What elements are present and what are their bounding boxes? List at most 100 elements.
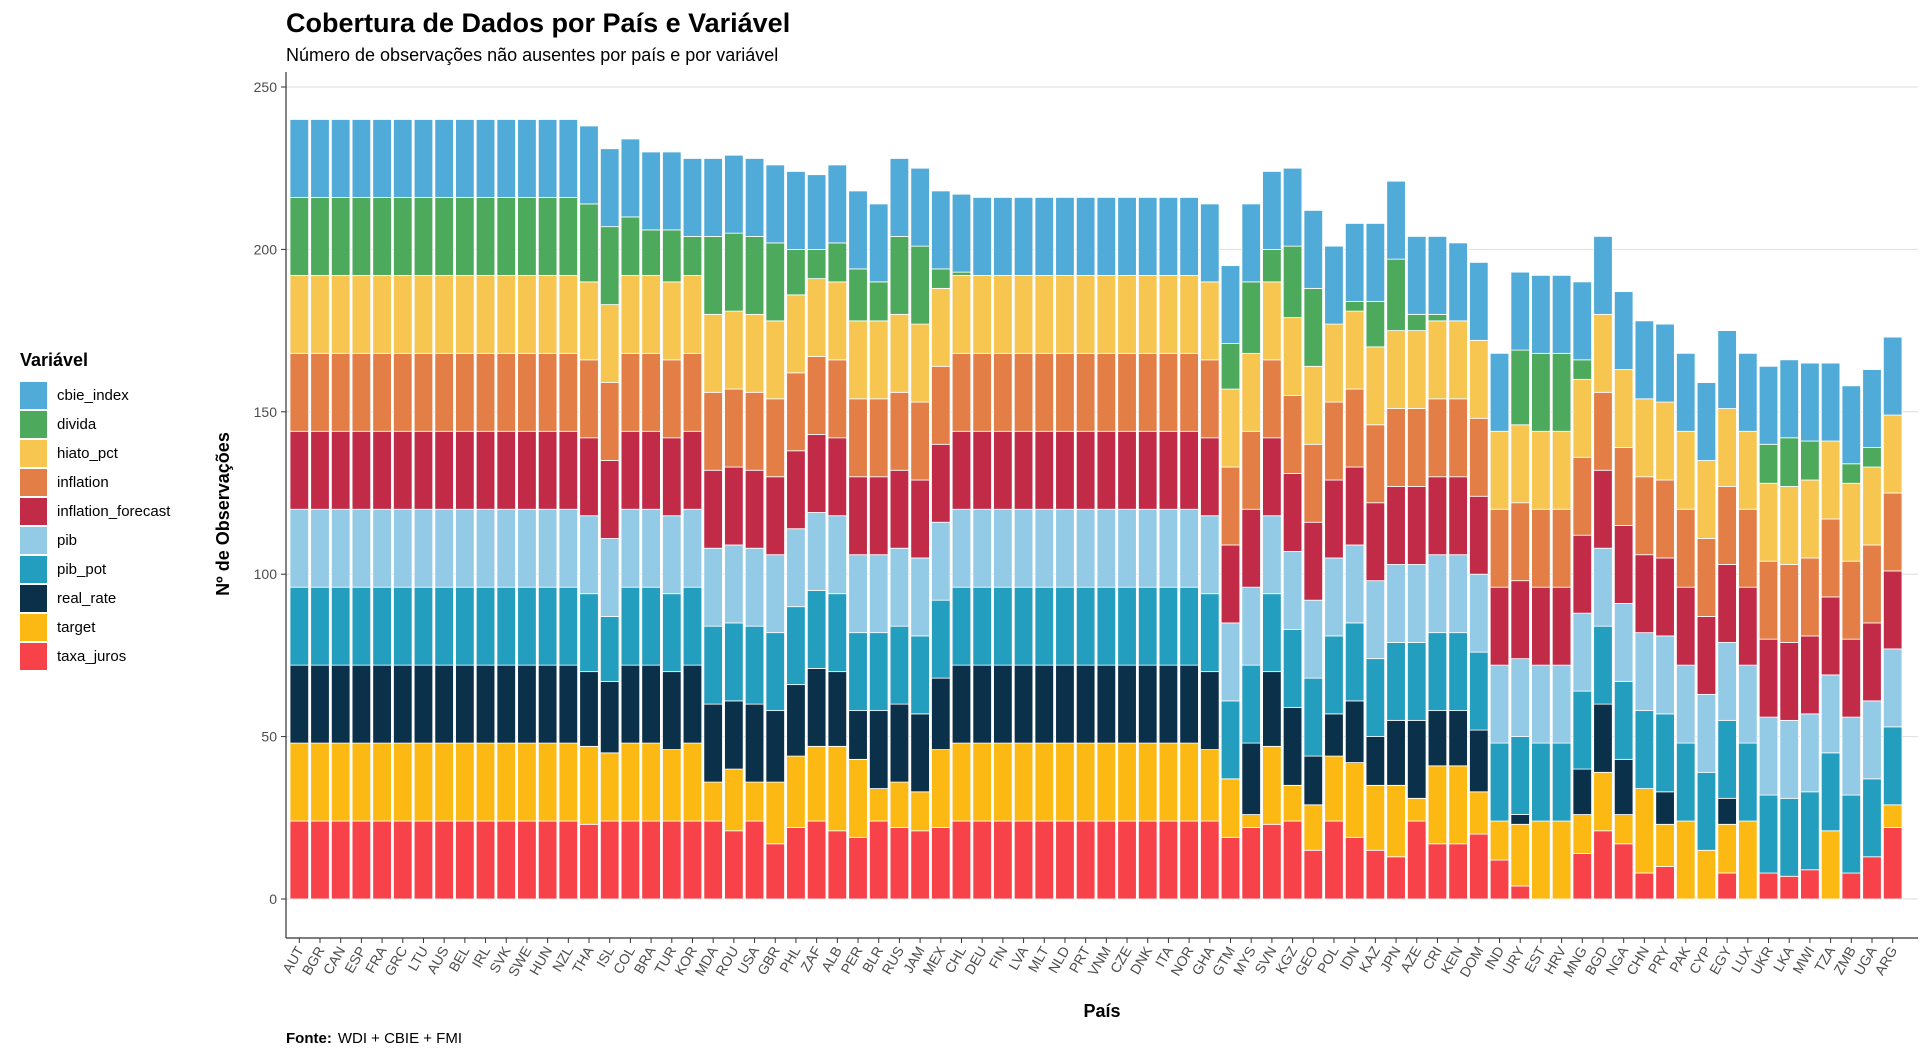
bar-segment-pib-ESP bbox=[351, 508, 372, 588]
bar-segment-taxa_juros-JAM bbox=[910, 830, 930, 900]
bar-segment-inflation-POL bbox=[1324, 401, 1344, 481]
bar-segment-target-GHA bbox=[1200, 749, 1220, 822]
bar-segment-inflation_forecast-KEN bbox=[1448, 476, 1468, 556]
bar-segment-taxa_juros-UKR bbox=[1758, 872, 1779, 900]
bar-segment-target-KEN bbox=[1448, 765, 1468, 845]
bar-segment-pib_pot-MLT bbox=[1034, 586, 1054, 666]
x-tick-label-AUS: AUS bbox=[424, 944, 452, 977]
y-tick-label: 50 bbox=[261, 729, 277, 745]
bar-segment-cbie_index-EST bbox=[1531, 274, 1551, 354]
legend-item-cbie_index: cbie_index bbox=[20, 381, 170, 410]
bar-segment-divida-USA bbox=[744, 236, 765, 315]
bar-segment-hiato_pct-EGY bbox=[1717, 408, 1737, 487]
bar-segment-hiato_pct-EST bbox=[1531, 430, 1551, 510]
bar-segment-pib_pot-BGD bbox=[1593, 625, 1613, 705]
bar-segment-pib-GHA bbox=[1200, 515, 1220, 595]
bar-segment-pib_pot-PRT bbox=[1075, 586, 1096, 666]
bar-segment-inflation-KEN bbox=[1448, 398, 1468, 478]
bar-segment-real_rate-SVN bbox=[1262, 671, 1282, 747]
legend-item-hiato_pct: hiato_pct bbox=[20, 439, 170, 468]
bar-segment-target-JPN bbox=[1386, 784, 1406, 858]
bar-segment-taxa_juros-DOM bbox=[1469, 833, 1489, 900]
bar-segment-real_rate-ITA bbox=[1158, 664, 1179, 744]
bar-segment-inflation_forecast-UGA bbox=[1862, 622, 1882, 702]
bar-segment-taxa_juros-MNG bbox=[1572, 853, 1592, 900]
bar-segment-inflation_forecast-ESP bbox=[351, 430, 372, 510]
bar-segment-pib-TZA bbox=[1820, 674, 1841, 754]
bar-segment-hiato_pct-BGD bbox=[1593, 313, 1613, 393]
bar-segment-hiato_pct-MWI bbox=[1800, 479, 1820, 559]
bar-segment-taxa_juros-POL bbox=[1324, 820, 1344, 900]
bar-segment-taxa_juros-IRL bbox=[475, 820, 496, 900]
bar-segment-taxa_juros-CZE bbox=[1117, 820, 1137, 900]
bar-segment-pib-AUS bbox=[434, 508, 454, 588]
bar-segment-taxa_juros-MLT bbox=[1034, 820, 1054, 900]
bar-segment-taxa_juros-NLD bbox=[1055, 820, 1075, 900]
y-tick-label: 100 bbox=[254, 566, 278, 582]
bar-segment-real_rate-EGY bbox=[1717, 797, 1737, 825]
bar-segment-inflation_forecast-URY bbox=[1510, 580, 1530, 660]
bar-segment-cbie_index-ZAF bbox=[806, 174, 827, 250]
bar-segment-hiato_pct-KAZ bbox=[1365, 346, 1386, 426]
bar-segment-real_rate-MEX bbox=[931, 677, 951, 751]
bar-segment-pib-GRC bbox=[393, 508, 413, 588]
bar-segment-taxa_juros-LVA bbox=[1013, 820, 1034, 900]
bar-segment-pib-THA bbox=[579, 515, 599, 595]
bar-segment-target-IDN bbox=[1344, 762, 1365, 838]
bar-segment-target-GEO bbox=[1303, 804, 1323, 851]
bar-segment-taxa_juros-NOR bbox=[1179, 820, 1199, 900]
bar-segment-target-EST bbox=[1531, 820, 1551, 900]
bar-segment-hiato_pct-CRI bbox=[1427, 320, 1448, 400]
bar-segment-divida-BRA bbox=[641, 229, 661, 276]
bar-segment-target-KGZ bbox=[1282, 784, 1303, 822]
bar-segment-hiato_pct-NGA bbox=[1613, 369, 1634, 448]
x-tick-label-HUN: HUN bbox=[526, 944, 555, 978]
bar-segment-inflation_forecast-CHL bbox=[951, 430, 972, 510]
bar-segment-target-GTM bbox=[1220, 778, 1241, 838]
bar-segment-target-GBR bbox=[765, 781, 785, 845]
bar-segment-inflation-PER bbox=[848, 398, 868, 478]
bar-segment-inflation-BGD bbox=[1593, 391, 1613, 471]
bar-segment-hiato_pct-NZL bbox=[558, 274, 579, 354]
x-tick-label-PRY: PRY bbox=[1645, 943, 1673, 976]
bar-segment-inflation-DEU bbox=[972, 352, 992, 432]
bar-segment-inflation_forecast-BGD bbox=[1593, 469, 1613, 549]
bar-segment-pib-MYS bbox=[1241, 586, 1261, 666]
bar-segment-hiato_pct-BEL bbox=[455, 274, 475, 354]
bar-segment-pib-EGY bbox=[1717, 642, 1737, 721]
bar-segment-hiato_pct-RUS bbox=[889, 313, 910, 393]
bar-segment-pib-HRV bbox=[1551, 664, 1572, 744]
bar-segment-taxa_juros-CAN bbox=[330, 820, 351, 900]
bar-segment-inflation_forecast-DNK bbox=[1138, 430, 1158, 510]
bar-segment-inflation_forecast-NGA bbox=[1613, 525, 1634, 604]
bar-segment-taxa_juros-BLR bbox=[869, 820, 889, 900]
bar-segment-taxa_juros-TUR bbox=[662, 820, 682, 900]
bar-segment-taxa_juros-CHN bbox=[1634, 872, 1655, 900]
bar-segment-inflation_forecast-GHA bbox=[1200, 437, 1220, 517]
bar-segment-divida-SWE bbox=[517, 197, 537, 276]
bar-segment-cbie_index-ZMB bbox=[1841, 385, 1862, 465]
bar-segment-divida-BEL bbox=[455, 197, 475, 276]
bar-segment-inflation_forecast-POL bbox=[1324, 479, 1344, 559]
y-tick-label: 150 bbox=[254, 404, 278, 420]
bar-segment-cbie_index-EGY bbox=[1717, 330, 1737, 409]
bar-segment-inflation-FRA bbox=[372, 352, 392, 432]
bar-segment-inflation-KGZ bbox=[1282, 395, 1303, 474]
bar-segment-inflation-TZA bbox=[1820, 518, 1841, 598]
bar-segment-taxa_juros-PRT bbox=[1075, 820, 1096, 900]
bar-segment-target-MNG bbox=[1572, 814, 1592, 854]
bar-segment-inflation_forecast-CRI bbox=[1427, 476, 1448, 556]
bar-segment-pib_pot-VNM bbox=[1096, 586, 1117, 666]
bar-segment-divida-JAM bbox=[910, 245, 930, 325]
bar-segment-target-TUR bbox=[662, 749, 682, 822]
bar-segment-cbie_index-PRT bbox=[1075, 197, 1096, 276]
bar-segment-real_rate-ALB bbox=[827, 671, 848, 747]
bar-segment-hiato_pct-AZE bbox=[1407, 330, 1427, 409]
bar-segment-cbie_index-KEN bbox=[1448, 242, 1468, 322]
bar-segment-hiato_pct-LKA bbox=[1779, 486, 1799, 565]
bar-segment-pib_pot-NZL bbox=[558, 586, 579, 666]
x-tick-label-POL: POL bbox=[1314, 943, 1342, 975]
bar-segment-divida-ZAF bbox=[806, 248, 827, 280]
x-tick-label-KAZ: KAZ bbox=[1356, 943, 1384, 975]
bar-segment-real_rate-SVK bbox=[496, 664, 516, 744]
